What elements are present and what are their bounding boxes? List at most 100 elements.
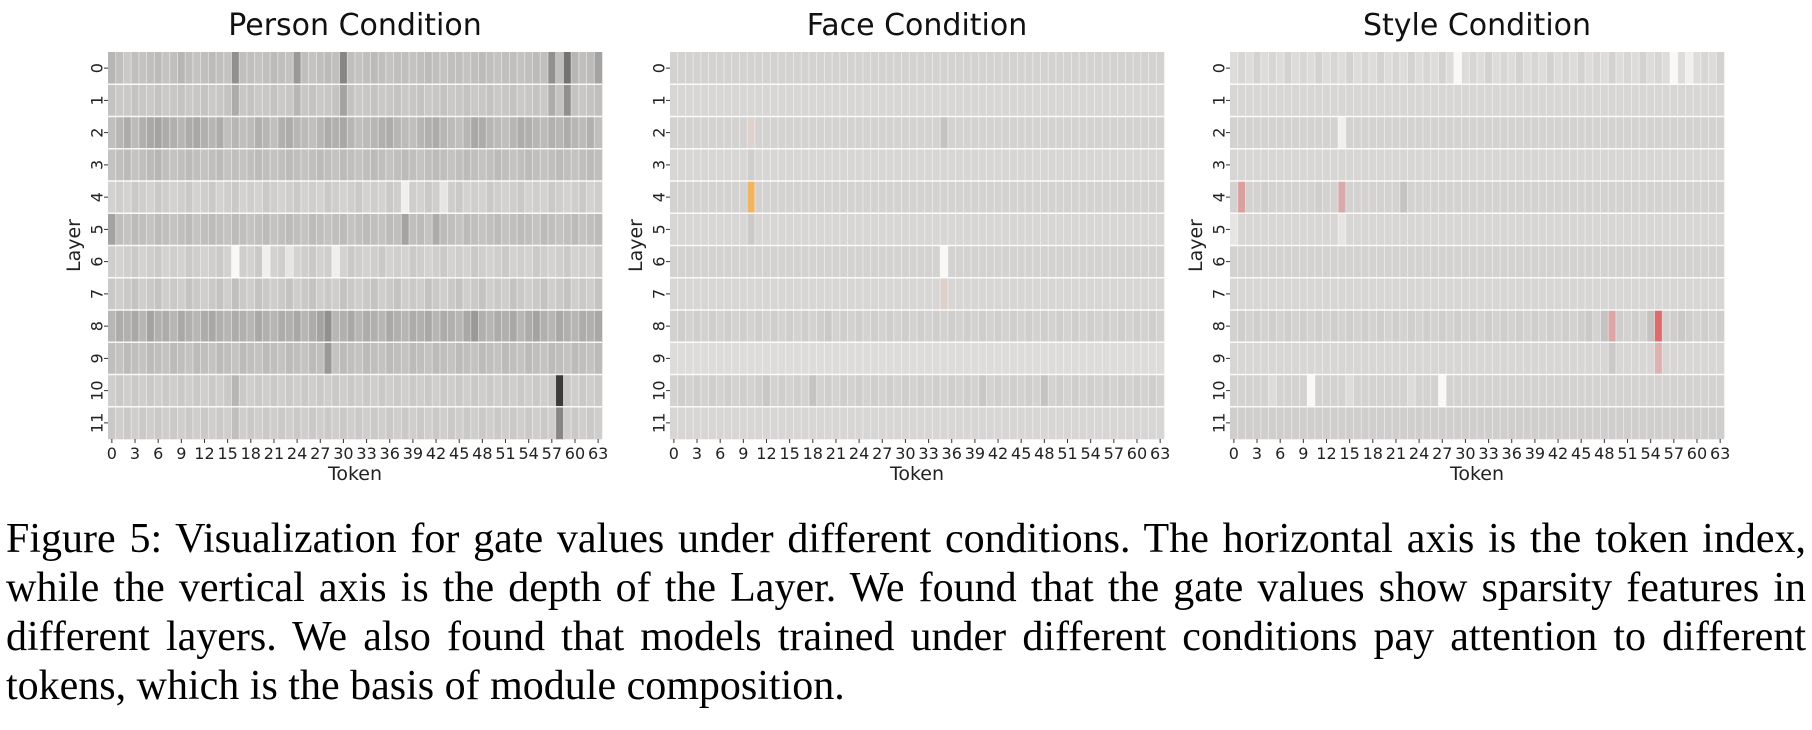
heatmap-cell [1415, 245, 1424, 279]
heatmap-cell [1438, 342, 1447, 375]
heatmap-cell [347, 148, 356, 182]
heatmap-cell [447, 181, 456, 214]
heatmap-cell [847, 116, 856, 150]
heatmap-cell [1237, 406, 1246, 440]
heatmap-cell [1392, 342, 1401, 375]
y-tick-label: 5 [650, 224, 669, 234]
heatmap-cell [1430, 84, 1439, 117]
heatmap-cell [1577, 116, 1586, 150]
heatmap-cell [739, 374, 748, 408]
heatmap-cell [270, 116, 279, 150]
heatmap-cell [1094, 213, 1103, 246]
heatmap-cell [1585, 116, 1594, 150]
heatmap-cell [1314, 277, 1323, 311]
heatmap-cell [924, 374, 933, 408]
heatmap-cell [886, 277, 895, 311]
heatmap-cell [1322, 52, 1331, 85]
heatmap-cell [893, 277, 902, 311]
heatmap-cell [1025, 310, 1034, 343]
heatmap-cell [708, 342, 717, 375]
heatmap-cell [177, 148, 186, 182]
y-tick-label: 11 [1210, 413, 1229, 433]
heatmap-cell [270, 148, 279, 182]
heatmap-cell [316, 84, 325, 117]
heatmap-cell [801, 342, 810, 375]
heatmap-cell [1446, 310, 1455, 343]
heatmap-cell [1477, 84, 1486, 117]
heatmap-cell [754, 52, 763, 85]
heatmap-cell [1330, 148, 1339, 182]
heatmap-cell [924, 342, 933, 375]
heatmap-cell [355, 374, 364, 408]
heatmap-cell [355, 52, 364, 85]
heatmap-cell [1500, 116, 1509, 150]
heatmap-cell [1407, 213, 1416, 246]
heatmap-cell [870, 213, 879, 246]
heatmap-cell [1133, 406, 1142, 440]
heatmap-cell [486, 52, 495, 85]
heatmap-cell [362, 181, 371, 214]
heatmap-cell [1546, 374, 1555, 408]
heatmap-cell [1407, 245, 1416, 279]
heatmap-cell [293, 277, 302, 311]
heatmap-cell [1422, 374, 1431, 408]
heatmap-cell [1384, 310, 1393, 343]
heatmap-cell [154, 148, 163, 182]
heatmap-cell [169, 52, 178, 85]
x-tick-label: 36 [380, 444, 400, 463]
heatmap-cell [300, 148, 309, 182]
heatmap-cell [1361, 245, 1370, 279]
heatmap-cell [955, 342, 964, 375]
heatmap-cell [1585, 84, 1594, 117]
heatmap-cell [739, 310, 748, 343]
heatmap-cell [754, 310, 763, 343]
heatmap-cell [1538, 84, 1547, 117]
heatmap-cell [1592, 213, 1601, 246]
heatmap-cell [855, 52, 864, 85]
heatmap-cell [131, 374, 140, 408]
heatmap-cell [1345, 374, 1354, 408]
heatmap-cell [994, 277, 1003, 311]
heatmap-cell [1291, 52, 1300, 85]
heatmap-cell [1399, 374, 1408, 408]
heatmap-cell [1376, 374, 1385, 408]
heatmap-cell [1399, 277, 1408, 311]
heatmap-cell [1032, 181, 1041, 214]
heatmap-cell [1291, 245, 1300, 279]
heatmap-cell [177, 277, 186, 311]
heatmap-cell [1623, 277, 1632, 311]
x-tick-label: 54 [1640, 444, 1660, 463]
heatmap-cell [339, 213, 348, 246]
heatmap-cell [1001, 213, 1010, 246]
heatmap-cell [1307, 148, 1316, 182]
heatmap-cell [493, 213, 502, 246]
heatmap-cell [1322, 181, 1331, 214]
heatmap-cell [1500, 374, 1509, 408]
heatmap-cell [578, 310, 587, 343]
heatmap-cell [770, 213, 779, 246]
heatmap-cell [540, 406, 549, 440]
heatmap-cell [1500, 245, 1509, 279]
heatmap-cell [1025, 245, 1034, 279]
heatmap-cell [586, 213, 595, 246]
heatmap-cell [785, 84, 794, 117]
heatmap-cell [1125, 374, 1134, 408]
heatmap-cell [1500, 213, 1509, 246]
heatmap-cell [1523, 277, 1532, 311]
heatmap-cell [824, 213, 833, 246]
heatmap-cell [1109, 84, 1118, 117]
heatmap-cell [1079, 148, 1088, 182]
heatmap-cell [1330, 406, 1339, 440]
heatmap-cell [1407, 342, 1416, 375]
heatmap-cell [1546, 277, 1555, 311]
heatmap-cell [1461, 116, 1470, 150]
heatmap-cell [1623, 84, 1632, 117]
heatmap-cell [1071, 406, 1080, 440]
heatmap-cell [1338, 181, 1347, 214]
heatmap-cell [870, 52, 879, 85]
heatmap-cell [917, 245, 926, 279]
heatmap-cell [878, 342, 887, 375]
heatmap-cell [447, 277, 456, 311]
heatmap-cell [724, 310, 733, 343]
y-tick-label: 8 [650, 321, 669, 331]
